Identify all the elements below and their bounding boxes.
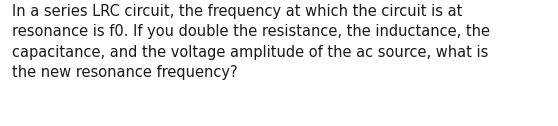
Text: In a series LRC circuit, the frequency at which the circuit is at
resonance is f: In a series LRC circuit, the frequency a… bbox=[12, 4, 490, 80]
